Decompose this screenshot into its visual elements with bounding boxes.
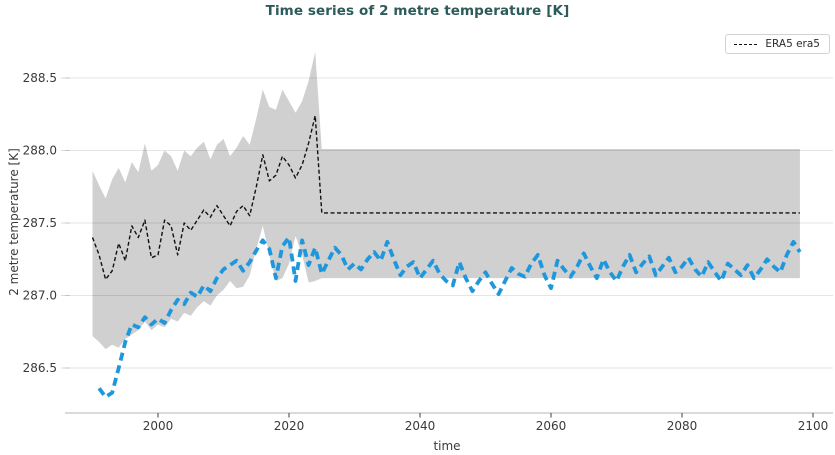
dashed-line-icon: [734, 43, 758, 45]
x-tick-label: 2000: [143, 419, 174, 433]
x-tick-label: 2040: [405, 419, 436, 433]
x-tick-label: 2020: [274, 419, 305, 433]
x-tick-label: 2060: [536, 419, 567, 433]
legend-label: ERA5 era5: [765, 38, 820, 50]
y-tick-label: 288.5: [23, 71, 57, 85]
y-tick-label: 287.5: [23, 216, 57, 230]
y-axis-label: 2 metre temperature [K]: [7, 148, 21, 296]
legend: ERA5 era5: [725, 34, 830, 54]
era5-line: [91, 115, 800, 281]
x-tick-label: 2080: [667, 419, 698, 433]
chart-title: Time series of 2 metre temperature [K]: [265, 3, 570, 19]
x-tick-label: 2100: [798, 419, 829, 433]
y-tick-label: 286.5: [23, 361, 57, 375]
y-tick-label: 287.0: [23, 289, 57, 303]
model-line: [97, 235, 802, 399]
x-axis-label: time: [433, 439, 461, 453]
y-tick-label: 288.0: [23, 144, 57, 158]
uncertainty-band: [92, 51, 800, 350]
